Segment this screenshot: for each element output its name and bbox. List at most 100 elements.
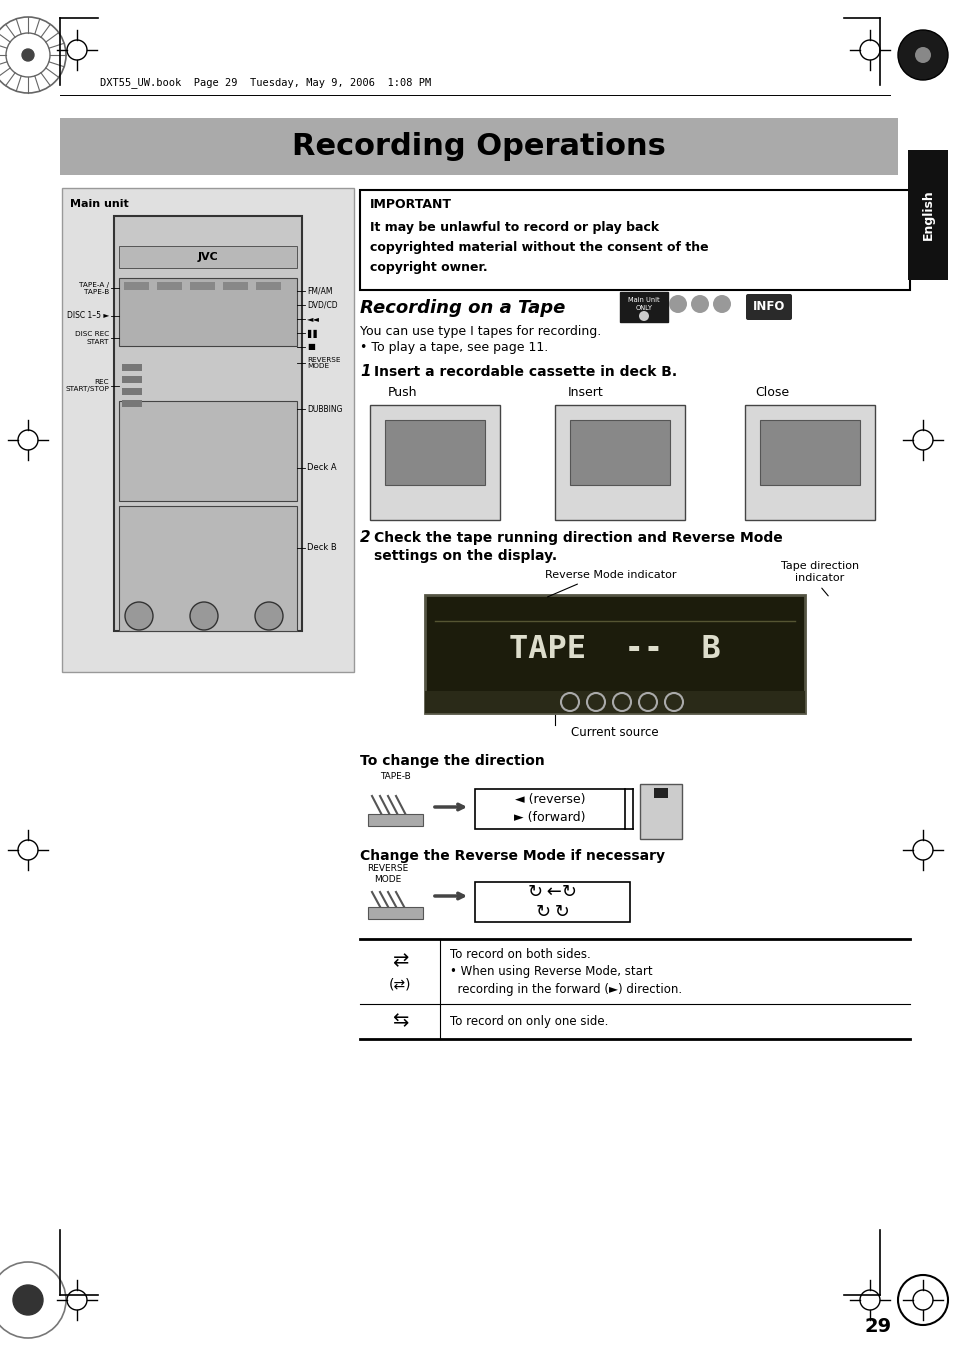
Circle shape	[668, 295, 686, 313]
Text: settings on the display.: settings on the display.	[374, 549, 557, 563]
Text: FM/AM: FM/AM	[307, 286, 333, 296]
Text: Insert: Insert	[567, 386, 603, 400]
Bar	[223, 282, 248, 290]
Bar	[119, 278, 296, 346]
Text: Push: Push	[388, 386, 417, 400]
Text: DISC 1–5 ►: DISC 1–5 ►	[67, 312, 109, 320]
Text: ◄◄: ◄◄	[307, 315, 319, 323]
Bar	[122, 388, 142, 394]
Bar	[639, 784, 681, 839]
Circle shape	[914, 47, 930, 63]
Text: ↻ ←↻: ↻ ←↻	[528, 884, 577, 901]
Bar	[122, 400, 142, 407]
FancyBboxPatch shape	[745, 295, 791, 320]
Text: IMPORTANT: IMPORTANT	[370, 197, 452, 211]
Text: DISC REC
START: DISC REC START	[74, 331, 109, 345]
Text: INFO: INFO	[752, 300, 784, 313]
Bar	[119, 401, 296, 501]
Bar	[907, 150, 947, 280]
Text: 2: 2	[359, 531, 370, 546]
Text: ⇄: ⇄	[392, 951, 408, 970]
Bar	[122, 363, 142, 372]
Polygon shape	[555, 405, 684, 520]
Circle shape	[639, 311, 648, 322]
Text: TAPE-B: TAPE-B	[379, 771, 410, 781]
Text: (⇄): (⇄)	[388, 978, 411, 992]
Text: REVERSE
MODE: REVERSE MODE	[307, 357, 340, 370]
Polygon shape	[569, 420, 669, 485]
Circle shape	[190, 603, 218, 630]
Circle shape	[22, 49, 34, 61]
Bar	[424, 690, 804, 713]
Text: copyright owner.: copyright owner.	[370, 262, 487, 274]
Text: It may be unlawful to record or play back: It may be unlawful to record or play bac…	[370, 222, 659, 235]
Bar	[475, 882, 629, 921]
Bar	[475, 789, 624, 830]
Text: Main unit: Main unit	[70, 199, 129, 209]
Text: Close: Close	[754, 386, 788, 400]
Text: DXT55_UW.book  Page 29  Tuesday, May 9, 2006  1:08 PM: DXT55_UW.book Page 29 Tuesday, May 9, 20…	[100, 77, 431, 88]
Bar	[368, 907, 422, 919]
Bar	[119, 246, 296, 267]
Text: Deck A: Deck A	[307, 463, 336, 473]
Circle shape	[712, 295, 730, 313]
Bar	[122, 376, 142, 382]
Text: TAPE  --  B: TAPE -- B	[509, 635, 720, 666]
Circle shape	[690, 295, 708, 313]
Text: recording in the forward (►) direction.: recording in the forward (►) direction.	[450, 982, 681, 996]
Polygon shape	[370, 405, 499, 520]
Text: Tape direction
indicator: Tape direction indicator	[781, 561, 858, 582]
Polygon shape	[744, 405, 874, 520]
Bar	[190, 282, 214, 290]
Circle shape	[897, 30, 947, 80]
Text: Recording Operations: Recording Operations	[292, 132, 665, 161]
Bar	[424, 594, 804, 713]
Text: Recording on a Tape: Recording on a Tape	[359, 299, 565, 317]
Bar	[113, 216, 302, 631]
Text: • To play a tape, see page 11.: • To play a tape, see page 11.	[359, 342, 548, 354]
Text: ◄ (reverse): ◄ (reverse)	[515, 793, 584, 805]
Text: You can use type I tapes for recording.: You can use type I tapes for recording.	[359, 326, 600, 339]
Bar	[60, 118, 897, 176]
Circle shape	[13, 1285, 43, 1315]
Text: ► (forward): ► (forward)	[514, 811, 585, 824]
Bar	[619, 292, 667, 322]
Bar	[654, 788, 667, 798]
Text: ■: ■	[307, 343, 314, 351]
Bar	[62, 188, 354, 671]
Text: REVERSE
MODE: REVERSE MODE	[367, 865, 408, 884]
Text: TAPE-A /
TAPE-B: TAPE-A / TAPE-B	[79, 281, 109, 295]
Text: English: English	[921, 189, 934, 240]
Bar	[255, 282, 281, 290]
Text: Main Unit
ONLY: Main Unit ONLY	[627, 297, 659, 311]
Text: Insert a recordable cassette in deck B.: Insert a recordable cassette in deck B.	[374, 365, 677, 380]
Text: ↻ ↻: ↻ ↻	[536, 902, 569, 921]
Text: Change the Reverse Mode if necessary: Change the Reverse Mode if necessary	[359, 848, 664, 863]
Text: Current source: Current source	[571, 727, 659, 739]
Bar	[119, 507, 296, 631]
Text: DVD/CD: DVD/CD	[307, 300, 337, 309]
Polygon shape	[385, 420, 484, 485]
Bar	[157, 282, 182, 290]
Circle shape	[125, 603, 152, 630]
Text: Deck B: Deck B	[307, 543, 336, 553]
Bar	[124, 282, 149, 290]
Bar	[359, 190, 909, 290]
Text: ▌▌: ▌▌	[307, 328, 319, 338]
Polygon shape	[760, 420, 859, 485]
Text: Check the tape running direction and Reverse Mode: Check the tape running direction and Rev…	[374, 531, 781, 544]
Text: To change the direction: To change the direction	[359, 754, 544, 767]
Text: JVC: JVC	[197, 253, 218, 262]
Text: To record on only one side.: To record on only one side.	[450, 1015, 608, 1028]
Text: • When using Reverse Mode, start: • When using Reverse Mode, start	[450, 966, 652, 978]
Circle shape	[254, 603, 283, 630]
Text: copyrighted material without the consent of the: copyrighted material without the consent…	[370, 242, 708, 254]
Bar	[368, 815, 422, 825]
Text: ⇆: ⇆	[392, 1012, 408, 1031]
Text: 1: 1	[359, 365, 370, 380]
Text: 29: 29	[863, 1316, 891, 1336]
Text: To record on both sides.: To record on both sides.	[450, 948, 590, 962]
Text: REC
START/STOP: REC START/STOP	[65, 380, 109, 393]
Text: Reverse Mode indicator: Reverse Mode indicator	[544, 570, 676, 580]
Text: DUBBING: DUBBING	[307, 404, 342, 413]
